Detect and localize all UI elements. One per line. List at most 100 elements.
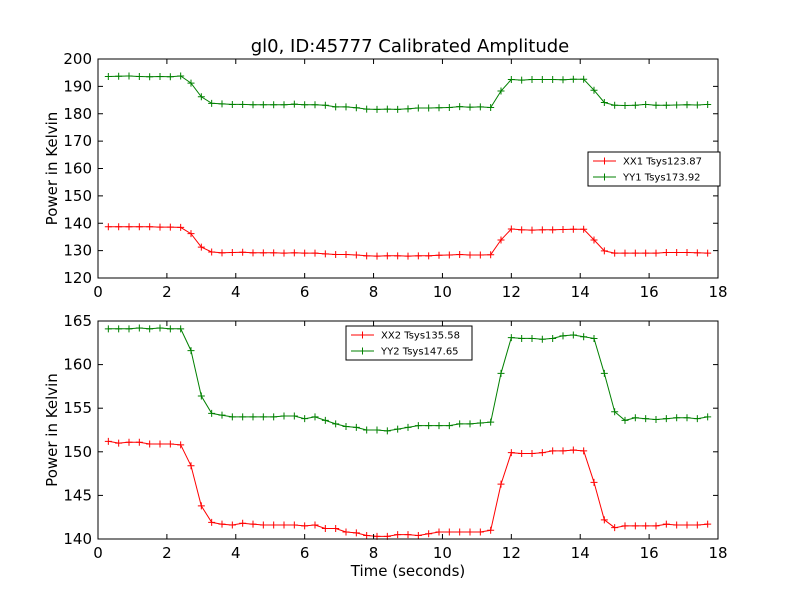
data-point (683, 249, 691, 257)
data-point (476, 528, 484, 536)
data-point (538, 76, 546, 84)
data-point (590, 236, 598, 244)
y-tick-label: 120 (63, 269, 92, 287)
data-point (311, 249, 319, 257)
data-point (342, 528, 350, 536)
data-point (414, 422, 422, 430)
chart-title: gl0, ID:45777 Calibrated Amplitude (251, 36, 570, 57)
data-point (177, 325, 185, 333)
data-point (621, 249, 629, 257)
data-point (404, 105, 412, 113)
data-point (569, 331, 577, 339)
plot-panel-2: 0 2 4 6 8 10 12 14 16 18 140 145 150 155 160 165 Power i… (43, 312, 728, 580)
data-point (631, 101, 639, 109)
data-point (693, 101, 701, 109)
data-point (311, 413, 319, 421)
data-point (332, 420, 340, 428)
data-point (404, 252, 412, 260)
data-point (125, 438, 133, 446)
data-point (166, 325, 174, 333)
data-point (466, 420, 474, 428)
data-point (497, 87, 505, 95)
data-point (404, 531, 412, 539)
data-point (228, 100, 236, 108)
x-tick-label: 14 (571, 544, 590, 562)
x-tick-label: 12 (502, 283, 521, 301)
series-1 (104, 223, 712, 260)
series-line (108, 226, 708, 257)
data-point (197, 243, 205, 251)
data-point (239, 519, 247, 527)
data-point (301, 101, 309, 109)
y-tick-label: 190 (63, 77, 92, 95)
data-point (642, 415, 650, 423)
data-point (404, 423, 412, 431)
data-point (383, 427, 391, 435)
data-point (177, 72, 185, 80)
data-point (259, 101, 267, 109)
data-point (662, 520, 670, 528)
data-point (611, 408, 619, 416)
data-point (363, 532, 371, 540)
data-point (135, 223, 143, 231)
x-tick-label: 4 (231, 544, 241, 562)
data-point (652, 416, 660, 424)
data-point (487, 103, 495, 111)
data-point (115, 72, 123, 80)
data-point (652, 249, 660, 257)
data-point (600, 369, 608, 377)
series-2 (104, 324, 712, 435)
data-point (332, 525, 340, 533)
data-point (662, 101, 670, 109)
data-point (507, 334, 515, 342)
data-point (611, 249, 619, 257)
legend-label: XX2 Tsys135.58 (381, 331, 460, 342)
data-point (435, 528, 443, 536)
data-point (569, 225, 577, 233)
y-tick-label: 150 (63, 443, 92, 461)
data-point (383, 252, 391, 260)
legend: XX2 Tsys135.58 YY2 Tsys147.65 (345, 325, 473, 361)
data-point (559, 332, 567, 340)
data-point (125, 325, 133, 333)
data-point (270, 249, 278, 257)
data-point (580, 75, 588, 83)
data-point (135, 324, 143, 332)
plot-frame (97, 320, 719, 540)
data-point (146, 325, 154, 333)
data-point (425, 530, 433, 538)
y-tick-label: 180 (63, 105, 92, 123)
data-point (549, 226, 557, 234)
data-point (621, 416, 629, 424)
data-point (394, 105, 402, 113)
data-point (631, 522, 639, 530)
legend-label: XX1 Tsys123.87 (623, 157, 702, 168)
x-tick-label: 16 (640, 283, 659, 301)
y-tick-label: 165 (63, 312, 92, 330)
data-point (631, 249, 639, 257)
series-1 (104, 437, 712, 540)
data-point (414, 104, 422, 112)
data-point (156, 440, 164, 448)
data-point (621, 102, 629, 110)
data-point (507, 225, 515, 233)
data-point (342, 250, 350, 258)
y-tick-label: 200 (63, 50, 92, 68)
data-point (528, 450, 536, 458)
data-point (187, 347, 195, 355)
y-tick-label: 155 (63, 399, 92, 417)
x-tick-label: 18 (708, 283, 727, 301)
data-point (580, 447, 588, 455)
data-point (363, 426, 371, 434)
data-point (414, 532, 422, 540)
data-point (321, 525, 329, 533)
x-tick-label: 0 (93, 283, 103, 301)
data-point (445, 528, 453, 536)
data-point (249, 413, 257, 421)
data-point (259, 413, 267, 421)
data-point (208, 409, 216, 417)
data-point (476, 251, 484, 259)
series-line (108, 75, 708, 110)
data-point (487, 251, 495, 259)
